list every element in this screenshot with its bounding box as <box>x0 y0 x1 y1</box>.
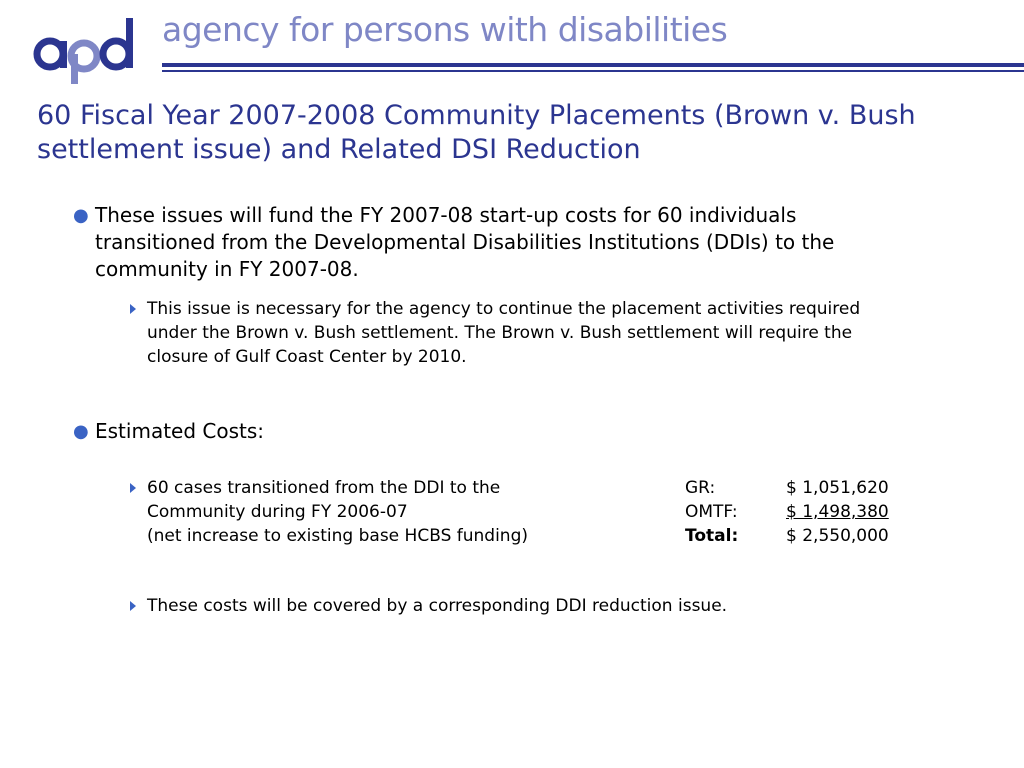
agency-name: agency for persons with disabilities <box>162 10 728 49</box>
triangle-bullet-icon <box>130 601 136 611</box>
header-rule-thick <box>162 63 1024 67</box>
bullet-dot-icon: ● <box>73 421 89 442</box>
subbullet-line: These costs will be covered by a corresp… <box>147 596 728 616</box>
cost-label-gr: GR: <box>685 478 716 498</box>
bullet-dot-icon: ● <box>73 205 89 226</box>
title-line-2: settlement issue) and Related DSI Reduct… <box>37 134 641 165</box>
slide-title: 60 Fiscal Year 2007-2008 Community Place… <box>37 99 997 167</box>
bullet-line: These issues will fund the FY 2007-08 st… <box>95 203 797 227</box>
slide-header: apd agency for persons with disabilities <box>0 0 1024 90</box>
cost-amount-omtf: $ 1,498,380 <box>786 502 889 522</box>
cost-description-line: 60 cases transitioned from the DDI to th… <box>147 478 501 498</box>
cost-breakdown: 60 cases transitioned from the DDI to th… <box>128 476 928 548</box>
cost-amount-total: $ 2,550,000 <box>786 526 889 546</box>
triangle-bullet-icon <box>130 304 136 314</box>
cost-amounts: $ 1,051,620 $ 1,498,380 $ 2,550,000 <box>786 476 926 548</box>
cost-label-total: Total: <box>685 526 739 546</box>
apd-logo: apd <box>33 18 133 84</box>
bullet-line: community in FY 2007-08. <box>95 257 359 281</box>
subbullet-line: This issue is necessary for the agency t… <box>147 299 861 319</box>
title-line-1: 60 Fiscal Year 2007-2008 Community Place… <box>37 100 916 131</box>
cost-description-line: Community during FY 2006-07 <box>147 502 408 522</box>
cost-description-line: (net increase to existing base HCBS fund… <box>147 526 529 546</box>
bullet-line: transitioned from the Developmental Disa… <box>95 230 835 254</box>
header-rule-thin <box>162 70 1024 72</box>
cost-label-omtf: OMTF: <box>685 502 738 522</box>
cost-amount-gr: $ 1,051,620 <box>786 478 889 498</box>
triangle-bullet-icon <box>130 483 136 493</box>
estimated-costs-label: Estimated Costs: <box>95 419 265 443</box>
subbullet-line: under the Brown v. Bush settlement. The … <box>147 323 853 343</box>
subbullet-line: closure of Gulf Coast Center by 2010. <box>147 347 467 367</box>
cost-labels: GR: OMTF: Total: <box>685 476 775 548</box>
cost-description: 60 cases transitioned from the DDI to th… <box>147 476 677 548</box>
